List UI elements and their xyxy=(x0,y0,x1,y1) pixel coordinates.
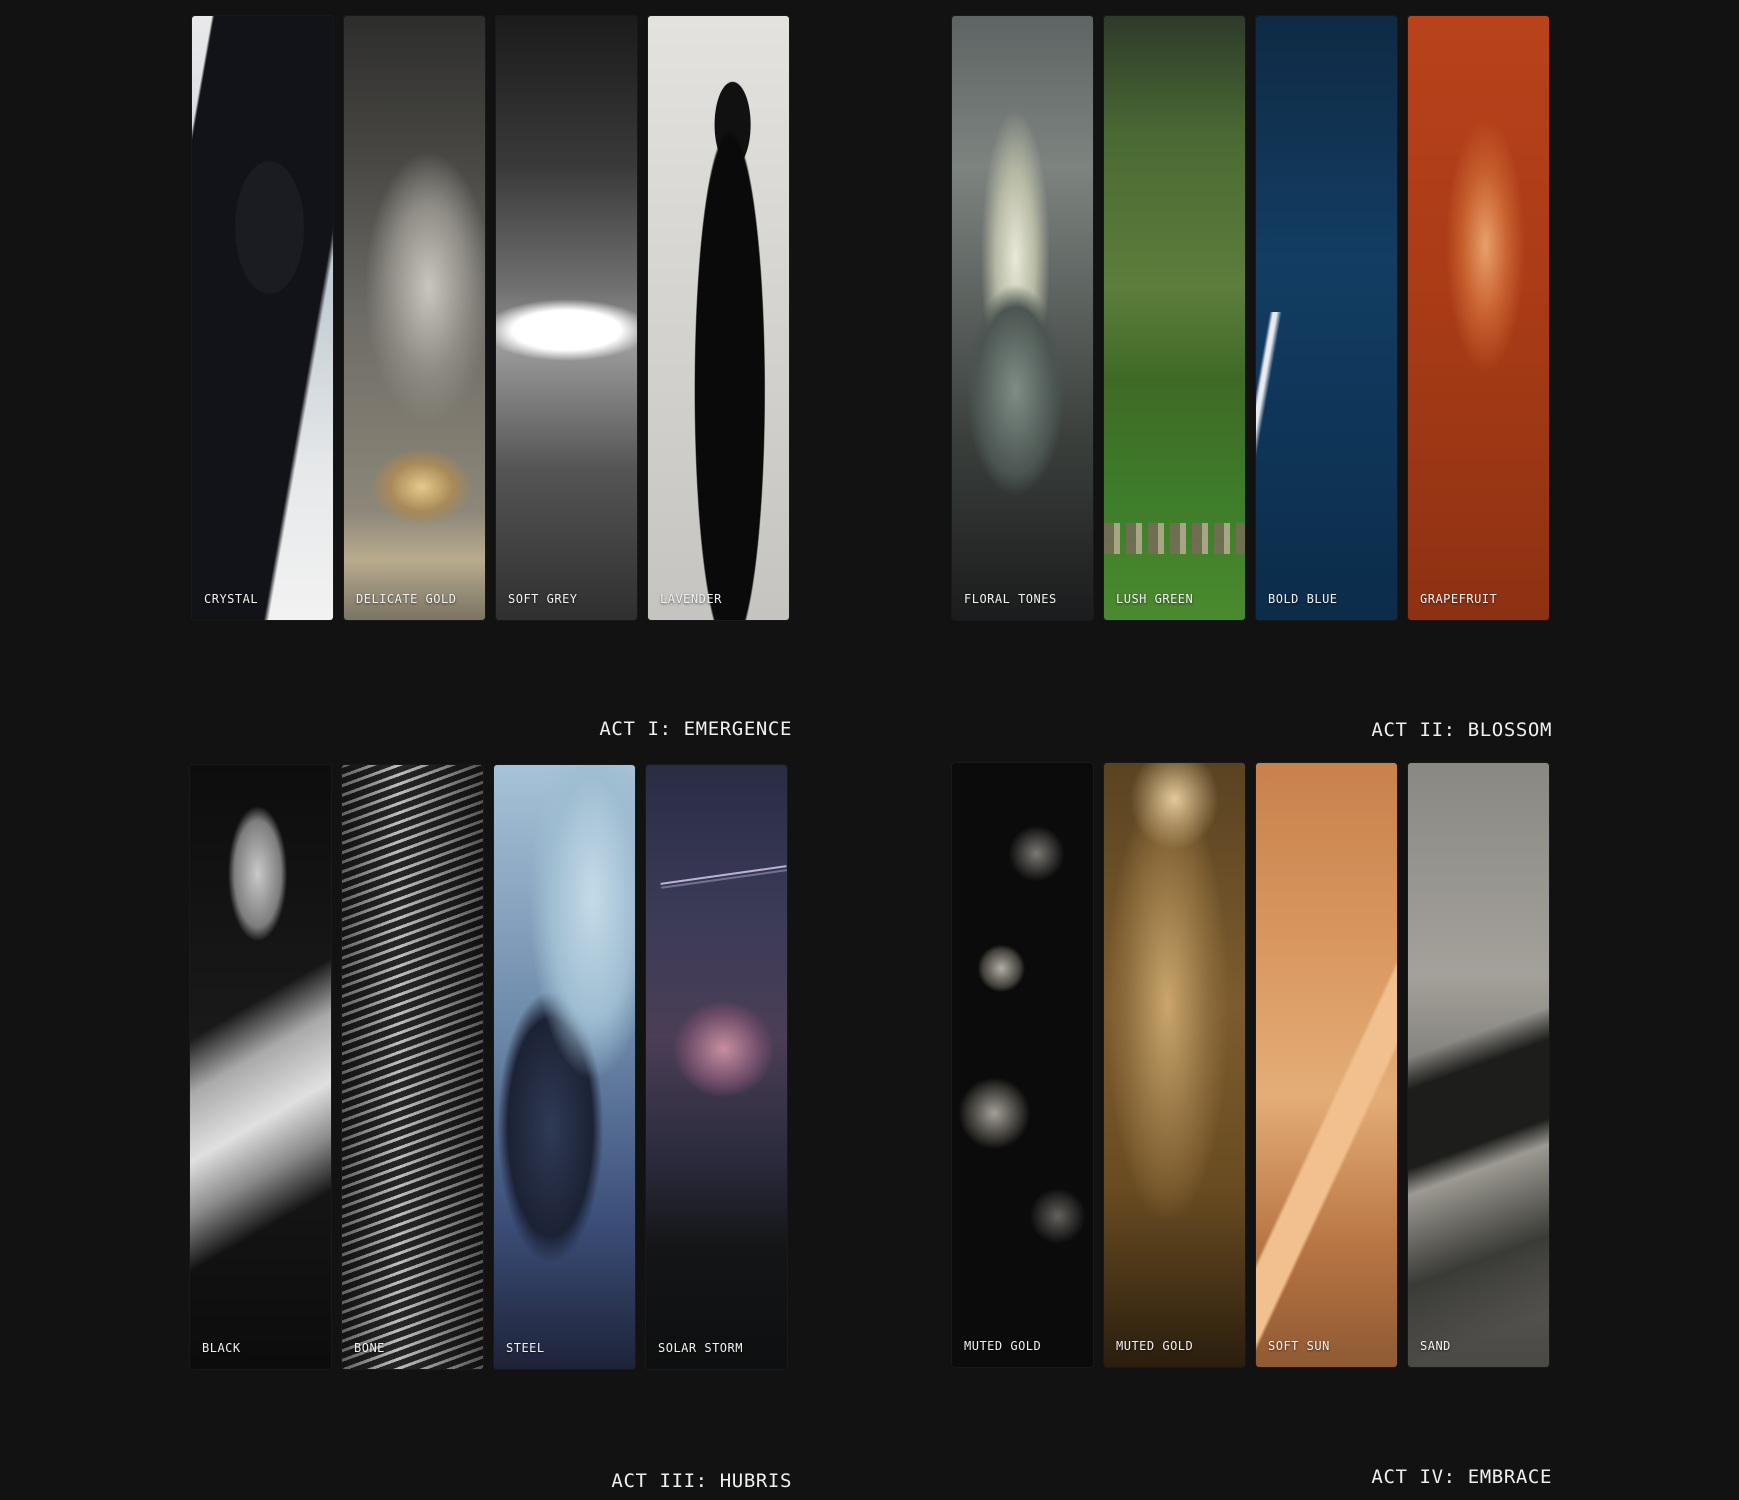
strip-label: BLACK xyxy=(202,1341,241,1355)
mood-strip-floral-tones[interactable]: FLORAL TONES xyxy=(952,16,1093,620)
strip-label: GRAPEFRUIT xyxy=(1420,592,1498,606)
moodboard-strips: MUTED GOLD MUTED GOLD SOFT SUN SAND xyxy=(952,763,1552,1367)
strip-label: SOLAR STORM xyxy=(658,1341,743,1355)
mood-strip-solar-storm[interactable]: SOLAR STORM xyxy=(646,765,787,1369)
mood-strip-black[interactable]: BLACK xyxy=(190,765,331,1369)
strip-label: DELICATE GOLD xyxy=(356,592,457,606)
mood-strip-grapefruit[interactable]: GRAPEFRUIT xyxy=(1408,16,1549,620)
mood-strip-bold-blue[interactable]: BOLD BLUE xyxy=(1256,16,1397,620)
strip-label: LAVENDER xyxy=(660,592,722,606)
strip-label: MUTED GOLD xyxy=(964,1339,1042,1353)
strip-label: BONE xyxy=(354,1341,385,1355)
mood-strip-muted-gold-jellyfish[interactable]: MUTED GOLD xyxy=(952,763,1093,1367)
mood-strip-delicate-gold[interactable]: DELICATE GOLD xyxy=(344,16,485,620)
act-3-hubris: BLACK BONE STEEL SOLAR STORM ACT III: HU… xyxy=(190,765,791,1492)
act-title: ACT III: HUBRIS xyxy=(611,1470,792,1492)
strip-label: MUTED GOLD xyxy=(1116,1339,1194,1353)
act-1-emergence: CRYSTAL DELICATE GOLD SOFT GREY LAVENDER… xyxy=(192,16,792,740)
mood-strip-lush-green[interactable]: LUSH GREEN xyxy=(1104,16,1245,620)
mood-strip-steel[interactable]: STEEL xyxy=(494,765,635,1369)
strip-label: SAND xyxy=(1420,1339,1451,1353)
mood-strip-lavender[interactable]: LAVENDER xyxy=(648,16,789,620)
mood-strip-sand[interactable]: SAND xyxy=(1408,763,1549,1367)
strip-label: FLORAL TONES xyxy=(964,592,1057,606)
act-2-blossom: FLORAL TONES LUSH GREEN BOLD BLUE GRAPEF… xyxy=(952,16,1552,741)
moodboard-strips: FLORAL TONES LUSH GREEN BOLD BLUE GRAPEF… xyxy=(952,16,1552,620)
mood-strip-soft-sun[interactable]: SOFT SUN xyxy=(1256,763,1397,1367)
moodboard-strips: BLACK BONE STEEL SOLAR STORM xyxy=(190,765,790,1369)
mood-strip-bone[interactable]: BONE xyxy=(342,765,483,1369)
strip-label: CRYSTAL xyxy=(204,592,259,606)
act-title: ACT I: EMERGENCE xyxy=(599,718,792,740)
strip-label: SOFT SUN xyxy=(1268,1339,1330,1353)
act-title: ACT II: BLOSSOM xyxy=(1371,719,1552,741)
strip-label: LUSH GREEN xyxy=(1116,592,1194,606)
mood-strip-crystal[interactable]: CRYSTAL xyxy=(192,16,333,620)
act-title: ACT IV: EMBRACE xyxy=(1371,1466,1552,1488)
mood-strip-muted-gold[interactable]: MUTED GOLD xyxy=(1104,763,1245,1367)
strip-label: STEEL xyxy=(506,1341,545,1355)
act-4-embrace: MUTED GOLD MUTED GOLD SOFT SUN SAND ACT … xyxy=(952,763,1552,1488)
moodboard-strips: CRYSTAL DELICATE GOLD SOFT GREY LAVENDER xyxy=(192,16,792,620)
strip-label: SOFT GREY xyxy=(508,592,578,606)
strip-label: BOLD BLUE xyxy=(1268,592,1338,606)
mood-strip-soft-grey[interactable]: SOFT GREY xyxy=(496,16,637,620)
